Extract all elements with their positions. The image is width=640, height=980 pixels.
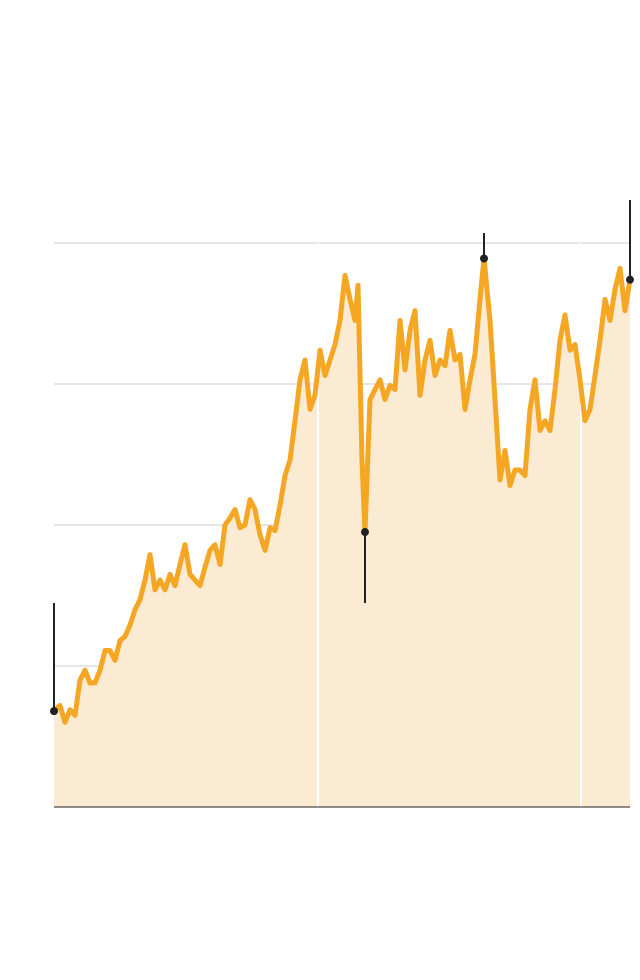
line bbox=[51, 256, 633, 725]
annotation-dot bbox=[50, 707, 58, 716]
annotation-dot bbox=[480, 254, 488, 263]
area bbox=[54, 258, 630, 807]
plot bbox=[54, 258, 630, 807]
annotation-dot bbox=[626, 275, 634, 284]
annotations bbox=[50, 200, 634, 808]
annotation-dot bbox=[361, 528, 369, 537]
